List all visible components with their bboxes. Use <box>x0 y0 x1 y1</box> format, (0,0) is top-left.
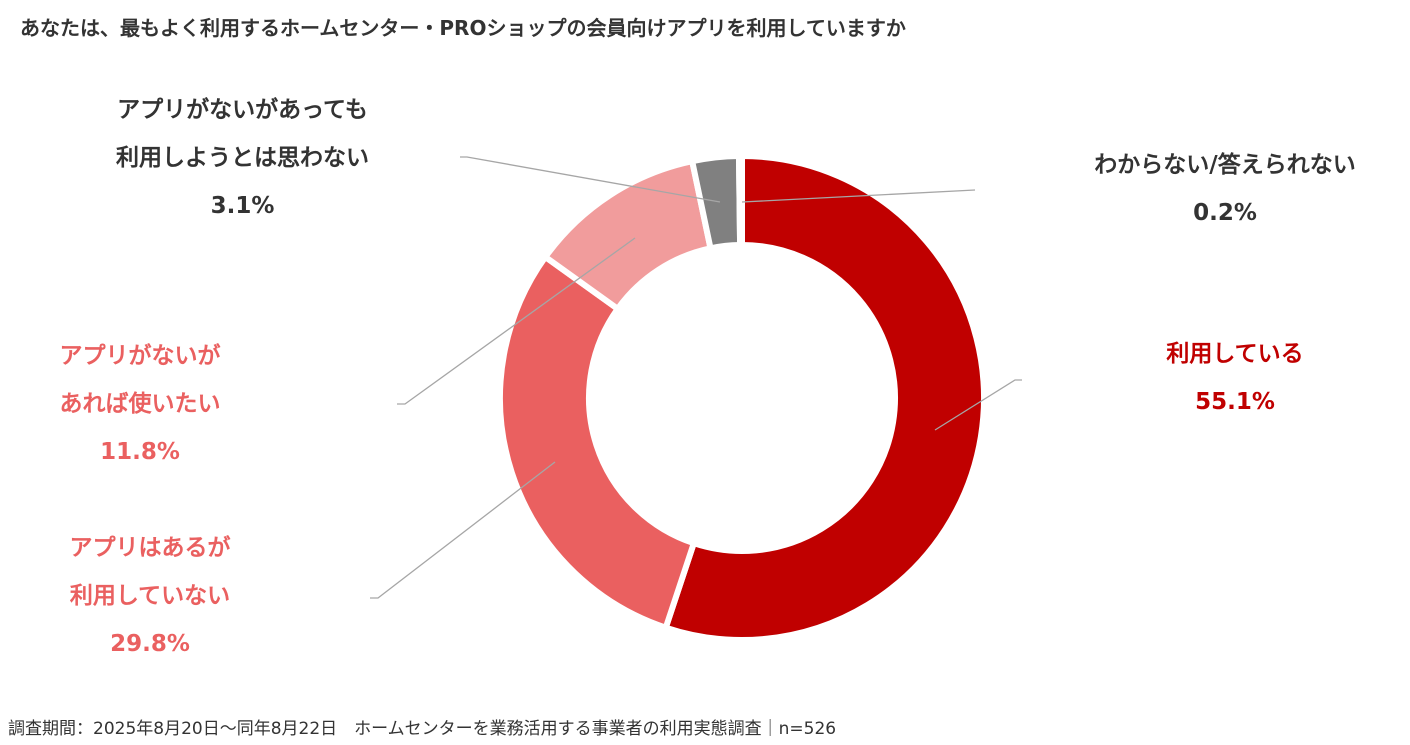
slice-value-label: 29.8% <box>110 631 190 657</box>
leader-line <box>397 237 636 405</box>
slice-label-text: 利用していない <box>69 583 231 609</box>
donut-slices <box>497 152 987 643</box>
leader-line <box>460 156 721 203</box>
slice-label-text: 利用しようとは思わない <box>116 145 369 171</box>
chart-title: あなたは、最もよく利用するホームセンター・PROショップの会員向けアプリを利用し… <box>20 16 906 40</box>
slice-value-label: 0.2% <box>1193 200 1257 226</box>
slice-label-text: あれば使いたい <box>59 391 221 417</box>
leader-line <box>741 189 976 203</box>
slice-using <box>662 153 987 643</box>
slice-label-text: アプリがないがあっても <box>117 97 368 123</box>
slice-label-using: 利用している 55.1% <box>1120 330 1350 426</box>
slice-value-label: 11.8% <box>100 439 180 465</box>
slice-label-no-app-would-use: アプリがないが あれば使いたい 11.8% <box>20 332 260 476</box>
leader-lines <box>370 156 1022 599</box>
slice-label-text: わからない/答えられない <box>1094 152 1356 178</box>
survey-footnote: 調査期間：2025年8月20日～同年8月22日 ホームセンターを業務活用する事業… <box>8 719 837 739</box>
slice-label-would-not-use: アプリがないがあっても 利用しようとは思わない 3.1% <box>80 86 405 230</box>
slice-dont-know <box>735 152 745 249</box>
slice-label-text: 利用している <box>1166 341 1304 367</box>
leader-line <box>370 461 556 599</box>
slice-label-has-app-not-using: アプリはあるが 利用していない 29.8% <box>20 524 280 668</box>
leader-line <box>934 379 1022 431</box>
slice-label-text: アプリはあるが <box>69 535 231 561</box>
slice-value-label: 55.1% <box>1195 389 1275 415</box>
slice-has-app-not-using <box>497 253 697 631</box>
slice-label-text: アプリがないが <box>59 343 221 369</box>
slice-value-label: 3.1% <box>210 193 275 219</box>
slice-label-dont-know: わからない/答えられない 0.2% <box>1060 141 1390 237</box>
